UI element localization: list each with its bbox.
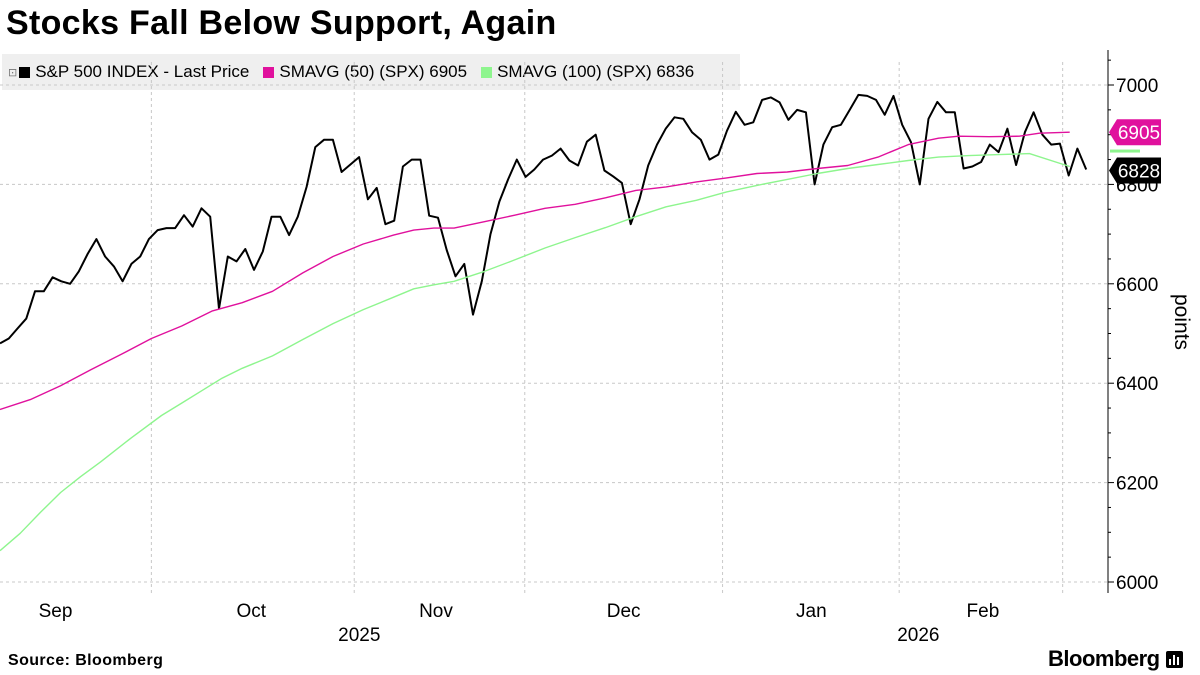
bar-chart-icon [1165, 650, 1183, 668]
y-tick-label-6200: 6200 [1116, 474, 1158, 495]
x-month-label-dec: Dec [607, 601, 641, 622]
legend-label-spx: S&P 500 INDEX - Last Price [35, 62, 250, 81]
chart-title: Stocks Fall Below Support, Again [6, 4, 557, 42]
legend: ⊡ S&P 500 INDEX - Last Price SMAVG (50) … [2, 54, 740, 90]
legend-label-sma50: SMAVG (50) (SPX) 6905 [279, 62, 468, 81]
legend-swatch-sma100 [481, 66, 493, 78]
x-year-label-2025: 2025 [338, 625, 380, 646]
y-tick-label-6000: 6000 [1116, 573, 1158, 594]
x-month-label-sep: Sep [39, 601, 73, 622]
x-month-label-feb: Feb [967, 601, 1000, 622]
legend-item-sma100: SMAVG (100) (SPX) 6836 [481, 62, 694, 82]
y-tick-label-6600: 6600 [1116, 275, 1158, 296]
legend-item-sma50: SMAVG (50) (SPX) 6905 [263, 62, 467, 82]
last-value-tag-label-6828: 6828 [1118, 161, 1160, 182]
series-line-1 [0, 131, 1070, 411]
x-year-label-2026: 2026 [897, 625, 939, 646]
last-value-tag-6905 [1109, 119, 1161, 146]
series-line-2 [0, 152, 1070, 552]
legend-handle-icon: ⊡ [8, 66, 18, 79]
last-value-tag-label-6905: 6905 [1118, 123, 1160, 144]
bloomberg-logo: Bloomberg [1048, 646, 1183, 672]
y-tick-label-7000: 7000 [1116, 76, 1158, 97]
last-value-tag-6828 [1109, 157, 1161, 184]
x-month-label-jan: Jan [796, 601, 827, 622]
legend-label-sma100: SMAVG (100) (SPX) 6836 [497, 62, 695, 81]
legend-item-spx: ⊡ S&P 500 INDEX - Last Price [8, 62, 249, 82]
legend-swatch-sma50 [263, 66, 275, 78]
brand-name: Bloomberg [1048, 646, 1160, 671]
x-month-label-oct: Oct [237, 601, 267, 622]
legend-swatch-spx [19, 66, 31, 78]
series-line-0 [0, 93, 1088, 345]
source-note: Source: Bloomberg [8, 652, 164, 669]
tag-sma100-sliver [1110, 149, 1140, 153]
y-tick-label-6400: 6400 [1116, 374, 1158, 395]
x-month-label-nov: Nov [419, 601, 453, 622]
y-axis-label: points [1170, 294, 1193, 350]
